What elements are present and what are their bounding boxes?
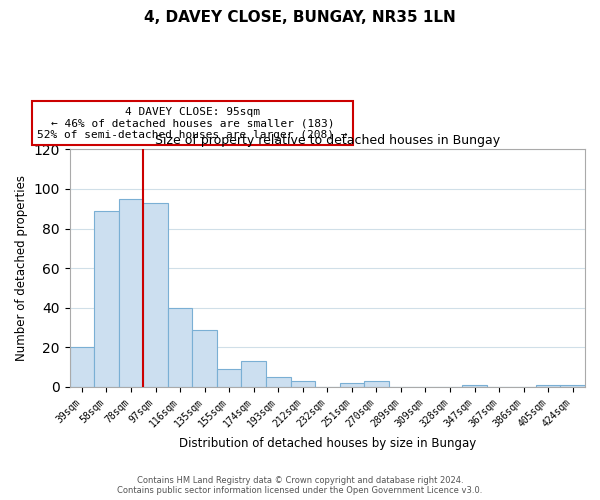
Bar: [241, 361, 266, 387]
Text: Contains HM Land Registry data © Crown copyright and database right 2024.
Contai: Contains HM Land Registry data © Crown c…: [118, 476, 482, 495]
Bar: [119, 199, 143, 387]
Text: 4, DAVEY CLOSE, BUNGAY, NR35 1LN: 4, DAVEY CLOSE, BUNGAY, NR35 1LN: [144, 10, 456, 25]
Bar: [462, 385, 487, 387]
Bar: [193, 330, 217, 387]
Title: Size of property relative to detached houses in Bungay: Size of property relative to detached ho…: [155, 134, 500, 146]
Bar: [290, 381, 315, 387]
Bar: [340, 383, 364, 387]
Bar: [143, 203, 168, 387]
Bar: [536, 385, 560, 387]
Y-axis label: Number of detached properties: Number of detached properties: [15, 175, 28, 361]
Bar: [70, 348, 94, 387]
Bar: [217, 369, 241, 387]
Text: 4 DAVEY CLOSE: 95sqm
← 46% of detached houses are smaller (183)
52% of semi-deta: 4 DAVEY CLOSE: 95sqm ← 46% of detached h…: [37, 106, 347, 140]
Bar: [94, 210, 119, 387]
Bar: [266, 377, 290, 387]
X-axis label: Distribution of detached houses by size in Bungay: Distribution of detached houses by size …: [179, 437, 476, 450]
Bar: [364, 381, 389, 387]
Bar: [168, 308, 193, 387]
Bar: [560, 385, 585, 387]
